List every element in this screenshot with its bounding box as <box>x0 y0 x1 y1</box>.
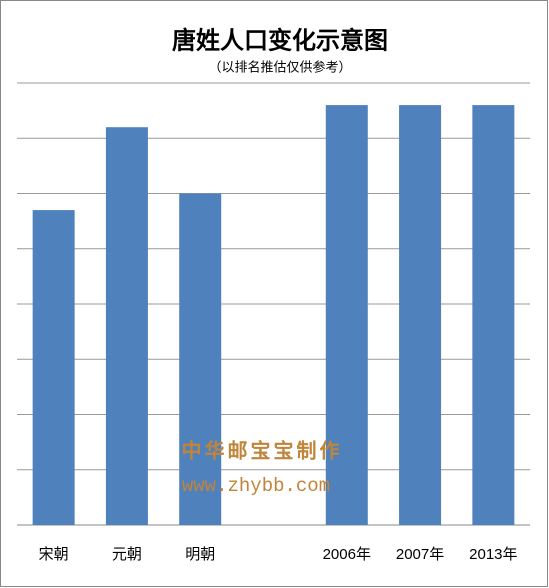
x-tick-label: 宋朝 <box>39 546 69 563</box>
bar <box>32 210 75 525</box>
bar <box>399 105 442 525</box>
x-tick-label: 元朝 <box>112 546 142 563</box>
plot-area: 宋朝 元朝 明朝 2006年 2007年 2013年 <box>17 82 530 563</box>
x-tick-label: 2007年 <box>396 546 444 563</box>
x-tick-label: 2006年 <box>323 546 371 563</box>
chart-subtitle: （以排名推估仅供参考） <box>208 59 351 74</box>
bar <box>325 105 368 525</box>
x-tick-label: 2013年 <box>469 546 517 563</box>
watermark: 中华邮宝宝制作 <box>182 438 343 462</box>
x-tick-label: 明朝 <box>185 546 215 563</box>
watermark-url: www.zhybb.com <box>182 475 330 497</box>
bar <box>472 105 515 525</box>
chart-title: 唐姓人口变化示意图 <box>172 26 388 55</box>
bar <box>179 193 222 525</box>
bar <box>105 127 148 525</box>
